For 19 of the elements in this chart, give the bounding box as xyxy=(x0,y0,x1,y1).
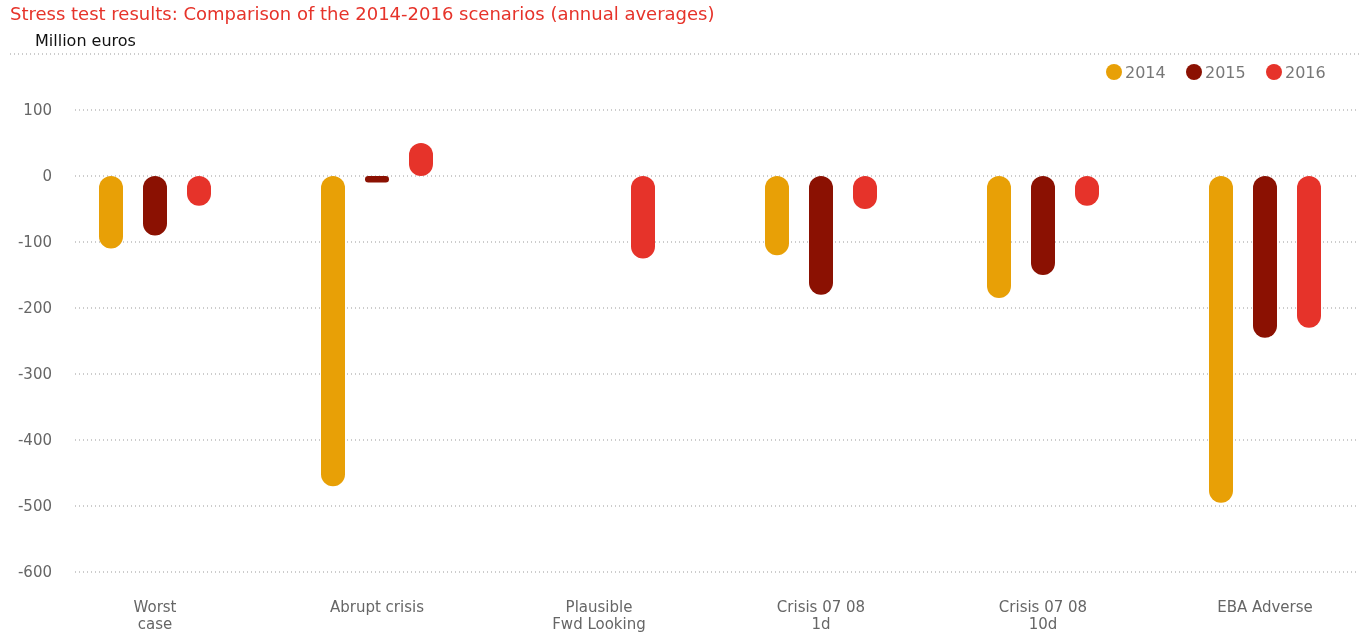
legend-label: 2016 xyxy=(1285,62,1326,82)
y-tick-label: -400 xyxy=(17,431,52,450)
y-axis-title: Million euros xyxy=(35,31,136,50)
y-tick-label: 100 xyxy=(23,101,52,120)
x-tick-label: Crisis 07 08 10d xyxy=(998,598,1088,633)
x-tick-label: Worst case xyxy=(133,598,177,633)
y-tick-label: -200 xyxy=(17,299,52,318)
y-tick-label: -300 xyxy=(17,365,52,384)
y-tick-label: -600 xyxy=(17,563,52,582)
x-tick-label: Crisis 07 08 1d xyxy=(776,598,866,633)
chart-title: Stress test results: Comparison of the 2014-2016 scenarios (annual averages) xyxy=(10,3,715,24)
legend-label: 2014 xyxy=(1125,62,1166,82)
y-tick-label: 0 xyxy=(42,167,52,186)
y-tick-label: -100 xyxy=(17,233,52,252)
x-tick-label: Plausible Fwd Looking xyxy=(552,598,646,633)
x-tick-label: Abrupt crisis xyxy=(329,598,425,616)
x-tick-label: EBA Adverse xyxy=(1217,598,1313,616)
legend-label: 2015 xyxy=(1205,62,1246,82)
y-tick-label: -500 xyxy=(17,497,52,516)
